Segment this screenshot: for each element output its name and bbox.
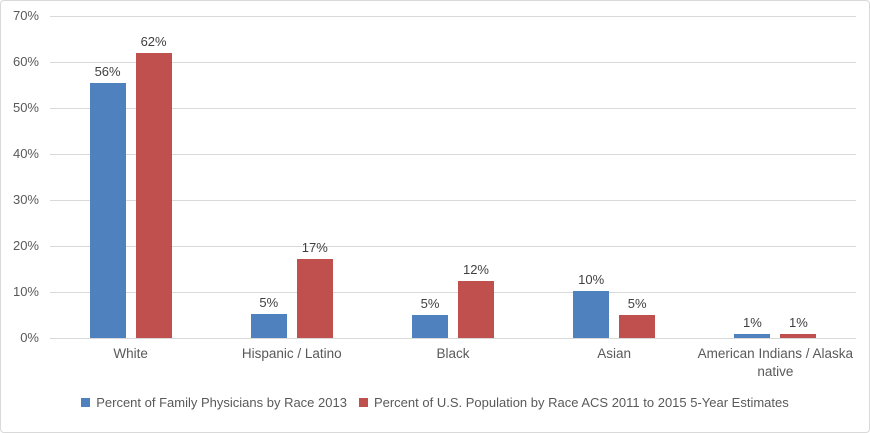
bar-value-label: 56% — [94, 63, 121, 79]
bar-series1: 5% — [411, 296, 448, 338]
bar-value-label: 5% — [420, 295, 440, 311]
bar-series1: 10% — [573, 272, 610, 338]
legend-label: Percent of U.S. Population by Race ACS 2… — [373, 395, 789, 410]
gridline — [50, 338, 856, 339]
x-axis-label: Asian — [597, 346, 632, 361]
bar-series1: 56% — [89, 64, 126, 338]
bar-fill — [734, 334, 771, 338]
legend-item: Percent of U.S. Population by Race ACS 2… — [358, 395, 789, 410]
x-axis-label: White — [113, 346, 148, 361]
legend-swatch-icon — [81, 398, 91, 407]
category-group: 5% 17% — [211, 16, 372, 338]
x-axis-label: American Indians / Alaska native — [697, 346, 854, 380]
bar-series2: 1% — [780, 315, 817, 338]
bar-series1: 5% — [250, 295, 287, 338]
bar-fill — [89, 82, 126, 338]
y-axis-tick-label: 60% — [12, 54, 39, 69]
x-axis-label: Hispanic / Latino — [241, 346, 342, 361]
y-axis-tick-label: 70% — [12, 8, 39, 23]
gridline — [50, 292, 856, 293]
category-group: 10% 5% — [534, 16, 695, 338]
bar-series2: 12% — [457, 262, 494, 338]
legend-label: Percent of Family Physicians by Race 201… — [96, 395, 347, 410]
bar-fill — [411, 314, 448, 338]
bar-fill — [250, 313, 287, 338]
bar-value-label: 10% — [578, 271, 605, 287]
x-axis: White Hispanic / Latino Black Asian American… — [50, 345, 856, 381]
y-axis-tick-label: 20% — [12, 238, 39, 253]
y-axis-tick-label: 0% — [20, 330, 39, 345]
bar-series1: 1% — [734, 315, 771, 338]
bar-series2: 62% — [135, 34, 172, 338]
y-axis-tick-label: 30% — [12, 192, 39, 207]
gridline — [50, 108, 856, 109]
bar-value-label: 1% — [788, 315, 808, 331]
legend-swatch-icon — [358, 398, 368, 407]
category-group: 5% 12% — [372, 16, 533, 338]
bar-fill — [296, 259, 333, 338]
y-axis-tick-label: 50% — [12, 100, 39, 115]
gridline — [50, 246, 856, 247]
bar-value-label: 5% — [259, 294, 279, 310]
bar-value-label: 5% — [627, 295, 647, 311]
bar-fill — [135, 52, 172, 338]
bar-value-label: 1% — [742, 315, 762, 331]
gridline — [50, 200, 856, 201]
bar-value-label: 62% — [140, 33, 167, 49]
legend: Percent of Family Physicians by Race 201… — [1, 395, 869, 410]
plot-area: 56% 62% 5% 17% 5% 12% 10% 5% 1% 1% — [50, 16, 856, 339]
gridline — [50, 62, 856, 63]
y-axis-tick-label: 40% — [12, 146, 39, 161]
x-axis-label: Black — [436, 346, 470, 361]
bar-fill — [780, 334, 817, 338]
bars-layer: 56% 62% 5% 17% 5% 12% 10% 5% 1% 1% — [50, 16, 856, 338]
bar-value-label: 17% — [301, 240, 328, 256]
bar-fill — [457, 281, 494, 338]
gridline — [50, 16, 856, 17]
y-axis: 0% 10% 20% 30% 40% 50% 60% 70% — [1, 8, 41, 345]
y-axis-tick-label: 10% — [12, 284, 39, 299]
bar-value-label: 12% — [462, 262, 489, 278]
bar-series2: 17% — [296, 240, 333, 338]
bar-fill — [619, 314, 656, 338]
legend-item: Percent of Family Physicians by Race 201… — [81, 395, 347, 410]
bar-fill — [573, 290, 610, 338]
category-group: 56% 62% — [50, 16, 211, 338]
bar-series2: 5% — [619, 296, 656, 338]
category-group: 1% 1% — [695, 16, 856, 338]
gridline — [50, 154, 856, 155]
